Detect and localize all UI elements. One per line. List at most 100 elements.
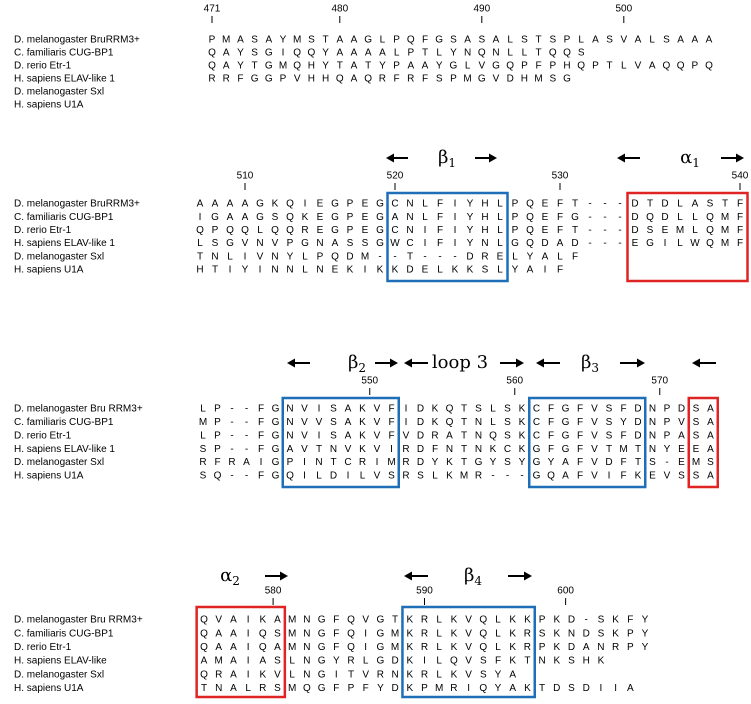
- label-text: loop 3: [432, 352, 488, 373]
- arrow-head: [390, 358, 398, 368]
- species-name: C. familiaris CUG-BP1: [14, 48, 114, 59]
- sequence: QAAIQSMNGFQIGMKRLKVQLKRSKNDSKPY: [200, 628, 649, 639]
- ruler-number: 600: [557, 586, 574, 597]
- sequence: RFRAIGPINTCRIMRDYKTGYSYGYAFVDFTS-EMS: [199, 457, 714, 468]
- arrow-head: [524, 571, 532, 581]
- arrow-head: [386, 153, 394, 163]
- structure-label: β2: [348, 352, 366, 375]
- ruler-number: 480: [331, 4, 348, 15]
- label-subscript: 1: [692, 156, 700, 170]
- species-name: D. rerio Etr-1: [14, 642, 72, 653]
- helix-box: [626, 191, 749, 283]
- strand-box: [386, 191, 509, 283]
- helix-box: [195, 605, 287, 699]
- structure-label: β1: [438, 147, 456, 170]
- ruler-number: 471: [204, 4, 221, 15]
- arrow-head: [516, 358, 524, 368]
- species-name: D. melanogaster Bru RRM3+: [14, 404, 143, 415]
- sequence: LSGVNVPGNASSGWCIFIYNLGQDAD---EGILWQMF: [197, 238, 743, 249]
- label-subscript: 1: [448, 156, 456, 170]
- label-symbol: β: [438, 147, 448, 168]
- species-name: D. melanogaster Sxl: [14, 457, 104, 468]
- arrow-head: [736, 153, 744, 163]
- ruler-number: 550: [361, 376, 378, 387]
- structure-label: β3: [581, 352, 599, 375]
- sequence: TNALRSMQGFPFYDKPMRIQYAKTDSDIIA: [201, 683, 634, 694]
- strand-box: [528, 396, 647, 489]
- species-name: H. sapiens ELAV-like 1: [14, 238, 115, 249]
- structure-label: α1: [680, 147, 700, 170]
- species-name: D. melanogaster Bru RRM3+: [14, 615, 143, 626]
- arrow-head: [536, 358, 544, 368]
- species-name: H. sapiens ELAV-like 1: [14, 444, 115, 455]
- ruler-number: 540: [732, 171, 749, 182]
- strand-box: [281, 396, 400, 489]
- sequence: QAYTGMQHYTATYPAAYGLVGQPFPHQPTLVAQQPQ: [208, 61, 713, 72]
- label-symbol: β: [581, 352, 591, 373]
- sequence: RRFGGPVHHQAQRFRFSPMGVDHMSG: [208, 74, 571, 85]
- ruler-number: 490: [473, 4, 490, 15]
- species-name: H. sapiens U1A: [14, 100, 84, 111]
- species-name: H. sapiens U1A: [14, 683, 84, 694]
- sequence: QVAIKAMNGFQVGTKRLKVQLKKPKD-SKFY: [200, 615, 649, 626]
- sequence: SP--FGAVTNVKVIRDFNTNKCKGFGFVTMTNYEEA: [200, 444, 715, 455]
- ruler-number: 520: [387, 171, 404, 182]
- species-name: H. sapiens U1A: [14, 265, 84, 276]
- arrow-head: [692, 358, 700, 368]
- strand-box: [401, 605, 537, 699]
- label-subscript: 3: [591, 361, 599, 375]
- species-name: D. melanogaster Sxl: [14, 87, 104, 98]
- ruler-number: 510: [237, 171, 254, 182]
- species-name: D. melanogaster Sxl: [14, 251, 104, 262]
- sequence: QAAIQAMNGFQIGMKRLKVQLKRPKDANRPY: [200, 642, 649, 653]
- species-name: D. rerio Etr-1: [14, 430, 72, 441]
- ruler-number: 500: [615, 4, 632, 15]
- species-name: D. rerio Etr-1: [14, 61, 72, 72]
- species-name: H. sapiens ELAV-like 1: [14, 74, 115, 85]
- species-name: C. familiaris CUG-BP1: [14, 212, 114, 223]
- label-subscript: 2: [232, 574, 240, 588]
- arrow-head: [489, 153, 497, 163]
- structure-label: loop 3: [432, 352, 488, 373]
- ruler-number: 590: [416, 586, 433, 597]
- label-subscript: 4: [474, 574, 482, 588]
- label-symbol: β: [348, 352, 358, 373]
- arrow-head: [280, 571, 288, 581]
- species-name: C. familiaris CUG-BP1: [14, 417, 114, 428]
- label-symbol: β: [464, 565, 474, 586]
- ruler-number: 530: [552, 171, 569, 182]
- species-name: H. sapiens U1A: [14, 471, 84, 482]
- arrow-head: [287, 358, 295, 368]
- helix-box: [687, 396, 719, 489]
- sequence: HTIYINNLNEKIKKDELKKSLYAIF: [196, 265, 563, 276]
- species-name: H. sapiens ELAV-like: [14, 656, 107, 667]
- label-symbol: α: [680, 147, 692, 168]
- sequence: LP--FGNVISAKVFIDKQTSLSKCFGFVSFDNPDSA: [200, 404, 714, 415]
- species-name: D. melanogaster BruRRM3+: [14, 199, 140, 210]
- sequence: QRAIKVLNGITVRNKRLKVSYA: [200, 669, 516, 680]
- species-name: C. familiaris CUG-BP1: [14, 628, 114, 639]
- sequence: LP--FGNVISAKVFVDRATNQSKCFGFVSFDNPASA: [200, 430, 714, 441]
- ruler-number: 580: [265, 586, 282, 597]
- ruler-number: 570: [651, 376, 668, 387]
- label-symbol: α: [220, 565, 232, 586]
- ruler-number: 560: [506, 376, 523, 387]
- structure-label: α2: [220, 565, 240, 588]
- arrow-head: [404, 358, 412, 368]
- arrow-head: [637, 358, 645, 368]
- sequence: QPQQLQQREGPEGCNIFIYHLPQEFT---DSEMLQMF: [196, 225, 743, 236]
- sequence: SQ--FGQILDILVSRSLKMR---GQAFVIFKEVSSA: [200, 471, 715, 482]
- sequence: AAAAGKQIEGPEGCNLFIYHLPQEFT---DTDLASTF: [197, 199, 743, 210]
- species-name: D. melanogaster Sxl: [14, 669, 104, 680]
- sequence: PMASAYMSTAAGLPQFGSASALSTSPLASVALSAAA: [209, 35, 713, 46]
- sequence: IGAAGSQKEGPEGANLFIYHLPQEFG---DQDLLQMF: [199, 212, 743, 223]
- arrow-head: [617, 153, 625, 163]
- structure-label: β4: [464, 565, 482, 588]
- species-name: D. melanogaster BruRRM3+: [14, 35, 140, 46]
- label-subscript: 2: [358, 361, 366, 375]
- sequence: QAYSGIQQYAAAALPTLYNQNLLTQQS: [208, 48, 585, 59]
- species-name: D. rerio Etr-1: [14, 225, 72, 236]
- arrow-head: [404, 571, 412, 581]
- sequence: MP--FGNVVSAKVFIDKQTNLSKCFGFVSYDNPVSA: [199, 417, 714, 428]
